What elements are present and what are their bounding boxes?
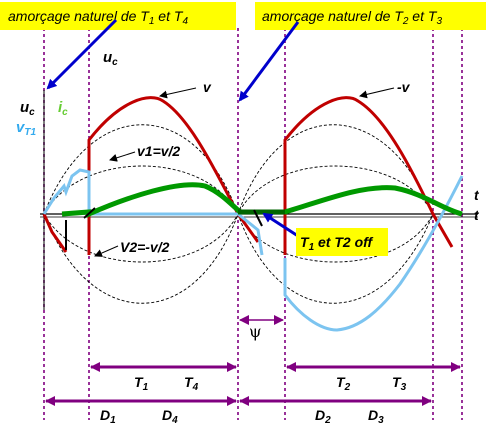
banner-right-text: amorçage naturel de T2 et T3: [262, 8, 442, 27]
banner-arrow-right: [238, 21, 300, 102]
v-label: v: [203, 79, 212, 95]
commutation-line: [253, 209, 263, 227]
callout-arrow: [262, 212, 299, 238]
psi-interval: ψ: [239, 315, 284, 341]
transistor-intervals: T1 T4 T2 T3: [90, 362, 461, 393]
banner-arrow-left: [46, 18, 118, 90]
interval-label-d3: D3: [368, 407, 384, 426]
diode-intervals: D1 D4 D2 D3: [45, 396, 432, 426]
output-voltage-curve: [42, 96, 454, 255]
interval-label-t2: T2: [336, 374, 351, 393]
pointer-arrow-v2: [94, 245, 119, 257]
vt1-segment: [283, 175, 464, 332]
pointer-arrow-v1: [109, 151, 136, 162]
vt1-segment: [42, 168, 264, 256]
pointer-arrow-v: [159, 87, 197, 99]
interval-label-t4: T4: [184, 374, 199, 393]
vertical-guides: [43, 28, 463, 420]
minus-v-label: -v: [397, 79, 411, 95]
t-axis-label-1: t: [474, 187, 480, 203]
vt1-curve: [42, 168, 464, 332]
pointer-arrow-minus-v: [359, 87, 395, 99]
v1-label: v1=v/2: [137, 143, 180, 159]
ic-label: ic: [58, 99, 68, 118]
uc-segment: [87, 96, 260, 255]
t-axis-label-2: t: [474, 207, 480, 223]
interval-label-d1: D1: [100, 407, 116, 426]
uc-segment: [283, 96, 454, 255]
v2-label: V2=-v/2: [120, 239, 170, 255]
callout-text: T1 et T2 off: [300, 234, 374, 253]
banner-left: amorçage naturel de T1 et T4: [0, 2, 236, 30]
uc-left-label: uc: [20, 99, 35, 118]
interval-label-d4: D4: [162, 407, 178, 426]
commutation-lines: [65, 207, 263, 250]
banner-right: amorçage naturel de T2 et T3: [255, 2, 486, 30]
interval-label-d2: D2: [315, 407, 331, 426]
uc-segment: [42, 213, 68, 253]
interval-label-t1: T1: [134, 374, 149, 393]
uc-top-label: uc: [103, 49, 118, 68]
psi-label: ψ: [249, 322, 262, 341]
vt1-label: vT1: [16, 119, 36, 138]
interval-label-t3: T3: [392, 374, 407, 393]
commutation-line: [83, 207, 96, 219]
callout-t1-t2-off: T1 et T2 off: [262, 212, 388, 256]
